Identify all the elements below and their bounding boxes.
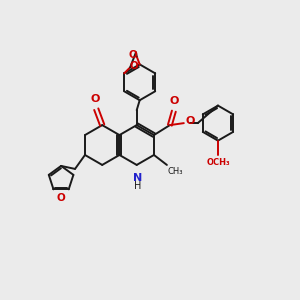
Text: CH₃: CH₃	[168, 167, 183, 176]
Text: O: O	[57, 193, 65, 203]
Text: OCH₃: OCH₃	[206, 158, 230, 166]
Text: O: O	[91, 94, 100, 104]
Text: N: N	[133, 173, 142, 183]
Text: O: O	[186, 116, 195, 126]
Text: O: O	[130, 61, 139, 71]
Text: O: O	[169, 96, 178, 106]
Text: H: H	[134, 181, 141, 191]
Text: O: O	[128, 50, 137, 60]
